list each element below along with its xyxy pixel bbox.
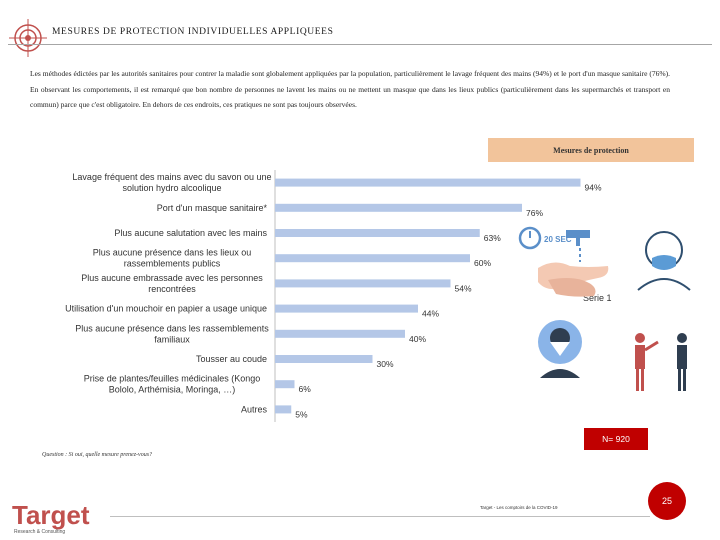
timer-label: 20 SEC — [544, 235, 572, 244]
sneeze-tissue-icon — [538, 320, 582, 378]
value-label-10: 5% — [295, 409, 308, 419]
bar-4 — [275, 254, 470, 263]
value-label-6: 44% — [422, 309, 439, 319]
bar-chart: 94% Lavage fréquent des mains avec du sav… — [65, 170, 612, 422]
handwashing-icon: 20 SEC — [518, 226, 609, 297]
value-label-2: 76% — [526, 208, 543, 218]
bar-1 — [275, 178, 581, 187]
bar-8 — [275, 355, 373, 363]
category-label-3: Plus aucune salutation avec les mains — [114, 228, 267, 238]
sample-size-badge: N= 920 — [584, 428, 648, 450]
category-label-1: Lavage fréquent des mains avec du savon … — [72, 172, 271, 193]
mask-icon — [637, 231, 691, 291]
bar-6 — [275, 304, 418, 313]
target-brand-logo: Target Research & Consulting — [12, 500, 90, 535]
value-label-4: 60% — [474, 258, 491, 268]
brand-name: Target — [12, 500, 90, 530]
target-logo-icon — [9, 19, 47, 57]
category-label-10: Autres — [241, 404, 268, 414]
category-label-8: Tousser au coude — [196, 354, 267, 364]
category-label-4: Plus aucune présence dans les lieux ou ra… — [93, 248, 252, 269]
intro-paragraph: Les méthodes édictées par les autorités … — [30, 69, 670, 109]
value-label-7: 40% — [409, 334, 426, 344]
bar-2 — [275, 203, 522, 212]
category-label-9: Prise de plantes/feuilles médicinales (K… — [84, 374, 261, 395]
bar-10 — [275, 405, 292, 414]
survey-question: Question : Si oui, quelle mesure prenez-… — [42, 452, 153, 458]
series-legend-label: Série 1 — [583, 293, 612, 303]
page-title: MESURES DE PROTECTION INDIVIDUELLES APPL… — [52, 27, 334, 37]
bar-5 — [275, 279, 451, 288]
footer-note: Target - Les comptoirs de la COVID-19 — [480, 505, 558, 510]
protection-illustration: 20 SEC — [518, 226, 691, 391]
bar-3 — [275, 229, 480, 237]
category-label-6: Utilisation d'un mouchoir en papier a us… — [65, 304, 267, 314]
value-label-5: 54% — [455, 283, 472, 293]
distancing-icon — [635, 333, 687, 391]
value-label-3: 63% — [484, 233, 501, 243]
bar-7 — [275, 329, 405, 338]
bar-9 — [275, 380, 295, 389]
brand-subtitle: Research & Consulting — [14, 529, 65, 535]
chart-title-box: Mesures de protection — [488, 138, 694, 162]
category-label-2: Port d'un masque sanitaire* — [157, 203, 268, 213]
value-label-8: 30% — [377, 359, 394, 369]
header-divider — [8, 44, 712, 45]
footer-divider — [110, 516, 650, 517]
category-label-7: Plus aucune présence dans les rassemblem… — [75, 323, 269, 344]
page-number: 25 — [648, 482, 686, 520]
value-label-1: 94% — [585, 183, 602, 193]
category-label-5: Plus aucune embrassade avec les personne… — [81, 273, 263, 294]
value-label-9: 6% — [299, 384, 312, 394]
